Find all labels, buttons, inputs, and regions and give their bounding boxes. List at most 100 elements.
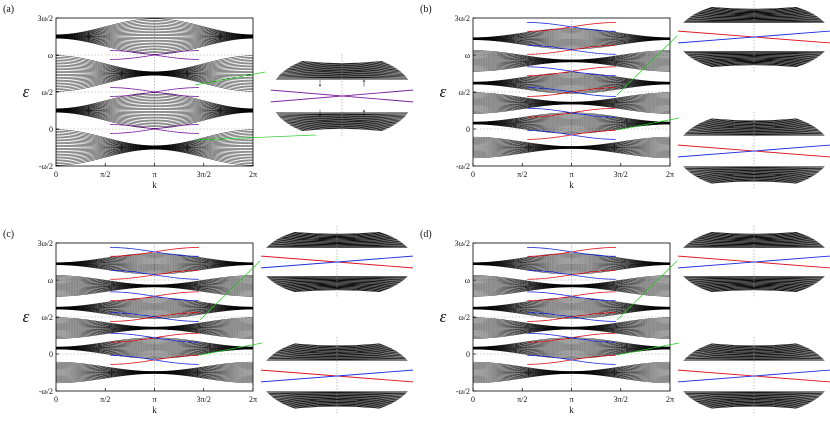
y-tick-label: ω [465,51,470,60]
inset-band-line [677,241,830,245]
inset-band-line [677,351,830,355]
band-line [473,346,670,349]
inset-band-line [270,72,414,76]
band-line [56,373,253,381]
band-line [473,83,670,94]
y-tick-label: 0 [49,125,53,134]
y-tick-label: 3ω/2 [455,239,471,248]
band-line [56,20,253,36]
band-line [473,258,670,264]
band-line [473,261,670,264]
band-line [473,32,670,39]
band-line [473,79,670,83]
inset-band-line [677,167,830,169]
band-line [473,83,670,91]
band-structure [56,247,253,384]
band-line [56,111,253,120]
band-line [473,35,670,39]
x-axis-label: k [152,405,157,415]
band-line [473,338,670,348]
inset-band-line [677,20,830,22]
band-line [56,98,253,110]
band-line [56,308,253,315]
band-bundles [56,18,253,166]
inset-band-line [260,240,414,243]
band-line [56,264,253,273]
band-line [56,109,253,111]
band-line [473,253,670,263]
band-line [56,344,253,348]
band-line [473,82,670,84]
band-line [473,306,670,309]
inset-band-line [270,67,414,72]
zoom-connector [616,342,680,356]
x-tick-label: 3π/2 [614,170,628,179]
inset-band-line [677,168,830,171]
band-line [56,317,253,328]
zoom-inset [677,1,830,73]
band-line [473,300,670,308]
y-axis-label: ε [440,307,447,326]
band-line [473,75,670,83]
inset-band-line [260,279,414,282]
band-line [56,37,253,50]
band-line [473,115,670,123]
band-line [473,348,670,352]
band-line [473,117,670,123]
y-tick-label: -ω/2 [456,387,470,396]
inset-band-line [677,393,830,395]
band-line [56,348,253,355]
band-line [473,80,670,84]
edge-state-line [110,355,199,365]
inset-band-line [260,241,414,244]
band-bundles [473,253,670,384]
band-line [473,308,670,310]
band-line [56,307,253,309]
band-line [56,259,253,264]
inset-band-line [260,241,414,245]
band-line [473,83,670,88]
band-line [56,97,253,110]
edge-state-line [527,87,616,97]
spin-arrow: ↓ [317,77,323,89]
band-line [473,114,670,123]
band-line [56,36,253,41]
inset-band-line [270,77,414,79]
inset-band-line [270,76,414,78]
band-line [56,348,253,356]
band-line [56,100,253,110]
band-line [473,262,670,264]
band-line [56,275,253,286]
y-tick-label: -ω/2 [39,387,53,396]
band-line [56,254,253,264]
edge-states [527,247,616,365]
inset-band-line [677,53,830,56]
band-line [473,255,670,264]
inset-band-line [677,54,830,57]
edge-state-line [527,291,616,302]
band-line [56,308,253,316]
zoom-connector [194,71,266,86]
band-line [56,263,253,266]
inset-band-line [260,396,414,400]
inset-band-line [677,57,830,61]
band-line [56,305,253,309]
y-tick-label: ω/2 [42,313,54,322]
band-line [473,123,670,131]
band-line [473,39,670,47]
x-tick-label: π [152,395,156,404]
inset-band-line [677,173,830,178]
band-line [56,308,253,314]
band-line [56,111,253,124]
band-line [473,286,670,295]
edge-state-line [527,247,616,257]
panel-label: (a) [3,4,14,15]
band-line [473,307,670,309]
band-line [56,256,253,264]
band-line [56,26,253,36]
band-line [473,38,670,42]
band-line [473,308,670,314]
band-line [473,39,670,45]
band-line [56,112,253,129]
band-line [473,308,670,315]
